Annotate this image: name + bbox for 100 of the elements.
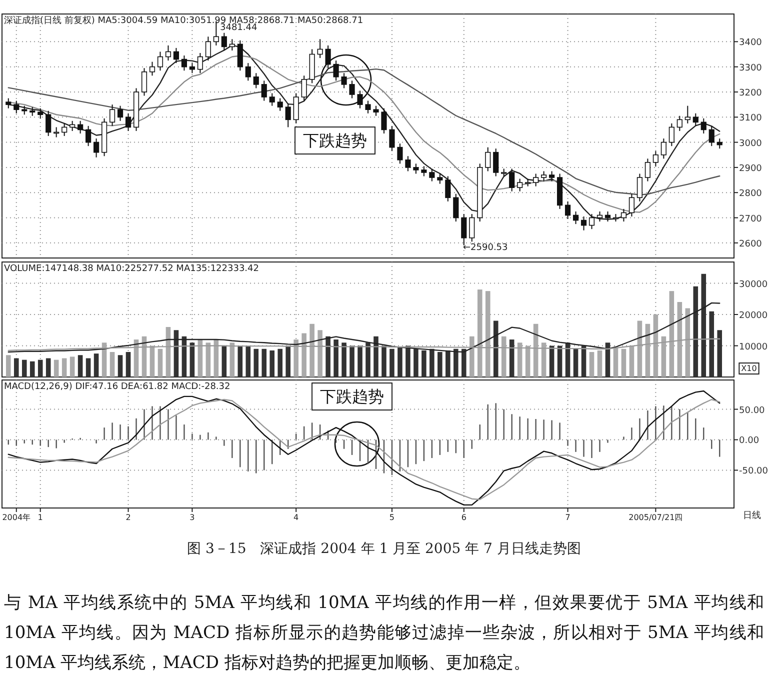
caption: 图 3－15 深证成指 2004 年 1 月至 2005 年 7 月日线走势图 [186, 540, 582, 558]
candlestick [261, 80, 267, 102]
y-tick-label: 50.00 [739, 406, 766, 416]
bar [613, 347, 618, 377]
candlestick [109, 104, 116, 126]
bar [38, 360, 43, 377]
bar [126, 352, 131, 377]
bar [22, 360, 27, 377]
candlestick [389, 125, 395, 152]
candlestick [269, 92, 275, 106]
x-tick-label: 2004年 [2, 513, 31, 522]
candlestick [70, 120, 76, 132]
bar [477, 290, 482, 377]
text: 日线 [743, 510, 761, 521]
bar [629, 346, 634, 377]
x-tick-label: 3 [190, 513, 195, 522]
candlestick [197, 52, 203, 74]
bar [46, 358, 51, 377]
bar [717, 330, 722, 377]
y-tick-label: 3400 [739, 38, 762, 48]
candlestick [493, 148, 499, 177]
candlestick [149, 61, 156, 76]
candlestick [245, 62, 251, 82]
candlestick [333, 60, 339, 82]
y-tick-label: 20000 [739, 311, 768, 321]
bar [110, 352, 115, 377]
candlestick [141, 68, 148, 96]
candlestick [588, 213, 595, 230]
bar [557, 346, 562, 377]
candlestick [381, 108, 387, 134]
y-tick-label: -50.00 [739, 466, 768, 477]
y-tick-label: 2900 [739, 164, 762, 174]
bar [669, 291, 674, 377]
candlestick [485, 146, 491, 172]
x-tick-label: 6 [461, 513, 466, 522]
bar [334, 340, 338, 377]
bar [469, 336, 474, 377]
bar [118, 355, 123, 377]
candlestick [692, 112, 698, 126]
candlestick [157, 51, 164, 72]
candlestick [628, 193, 635, 217]
line-series [8, 302, 720, 353]
candlestick [660, 138, 666, 160]
candlestick [620, 208, 627, 222]
bar [342, 342, 346, 377]
candlestick [572, 210, 579, 225]
bar [406, 346, 410, 377]
candlestick [421, 166, 427, 177]
candlestick [469, 213, 475, 242]
annotation: 下跌趋势 [320, 387, 384, 406]
candlestick [189, 62, 195, 74]
candlestick [700, 118, 706, 134]
bar [222, 346, 227, 377]
bar [302, 333, 306, 377]
bar [661, 336, 666, 377]
bar [286, 346, 290, 377]
bar [6, 355, 11, 377]
candlestick [668, 122, 674, 147]
x-tick-label: 2005/07/21四 [628, 513, 683, 522]
annotation: 3481.44 [220, 23, 258, 33]
bar [501, 336, 506, 377]
bar [254, 348, 259, 377]
x-tick-label: 5 [389, 513, 395, 522]
bar [174, 330, 179, 377]
bar [86, 358, 91, 377]
candlestick [429, 168, 435, 182]
bar [581, 346, 586, 377]
candlestick [644, 158, 650, 182]
bar [190, 342, 195, 377]
bar [446, 350, 450, 377]
candlestick [533, 173, 539, 187]
bar [701, 274, 706, 377]
candlestick [62, 122, 68, 136]
candlestick [221, 32, 227, 51]
bar [693, 286, 698, 377]
bar [326, 336, 330, 377]
bar [422, 350, 426, 377]
bar [493, 320, 498, 377]
candlestick [94, 138, 100, 158]
y-tick-label: 0.00 [739, 436, 760, 446]
candlestick [676, 115, 682, 132]
candlestick [14, 100, 20, 114]
candlestick [357, 90, 363, 109]
chart-title: VOLUME:147148.38 MA10:225277.52 MA135:122333.42 [4, 264, 259, 274]
bar [366, 342, 370, 377]
y-tick-label: 3100 [739, 114, 762, 124]
bar [382, 346, 386, 377]
bar [621, 348, 626, 377]
candlestick [277, 98, 283, 112]
candlestick [580, 216, 587, 231]
bar [653, 314, 658, 377]
text: X10 [741, 364, 757, 373]
candlestick [325, 44, 331, 69]
bar [206, 342, 211, 377]
candlestick [509, 168, 515, 192]
candlestick [293, 92, 299, 124]
bar [589, 352, 594, 377]
bar [454, 348, 458, 377]
bar [605, 342, 610, 377]
candlestick [708, 125, 714, 147]
